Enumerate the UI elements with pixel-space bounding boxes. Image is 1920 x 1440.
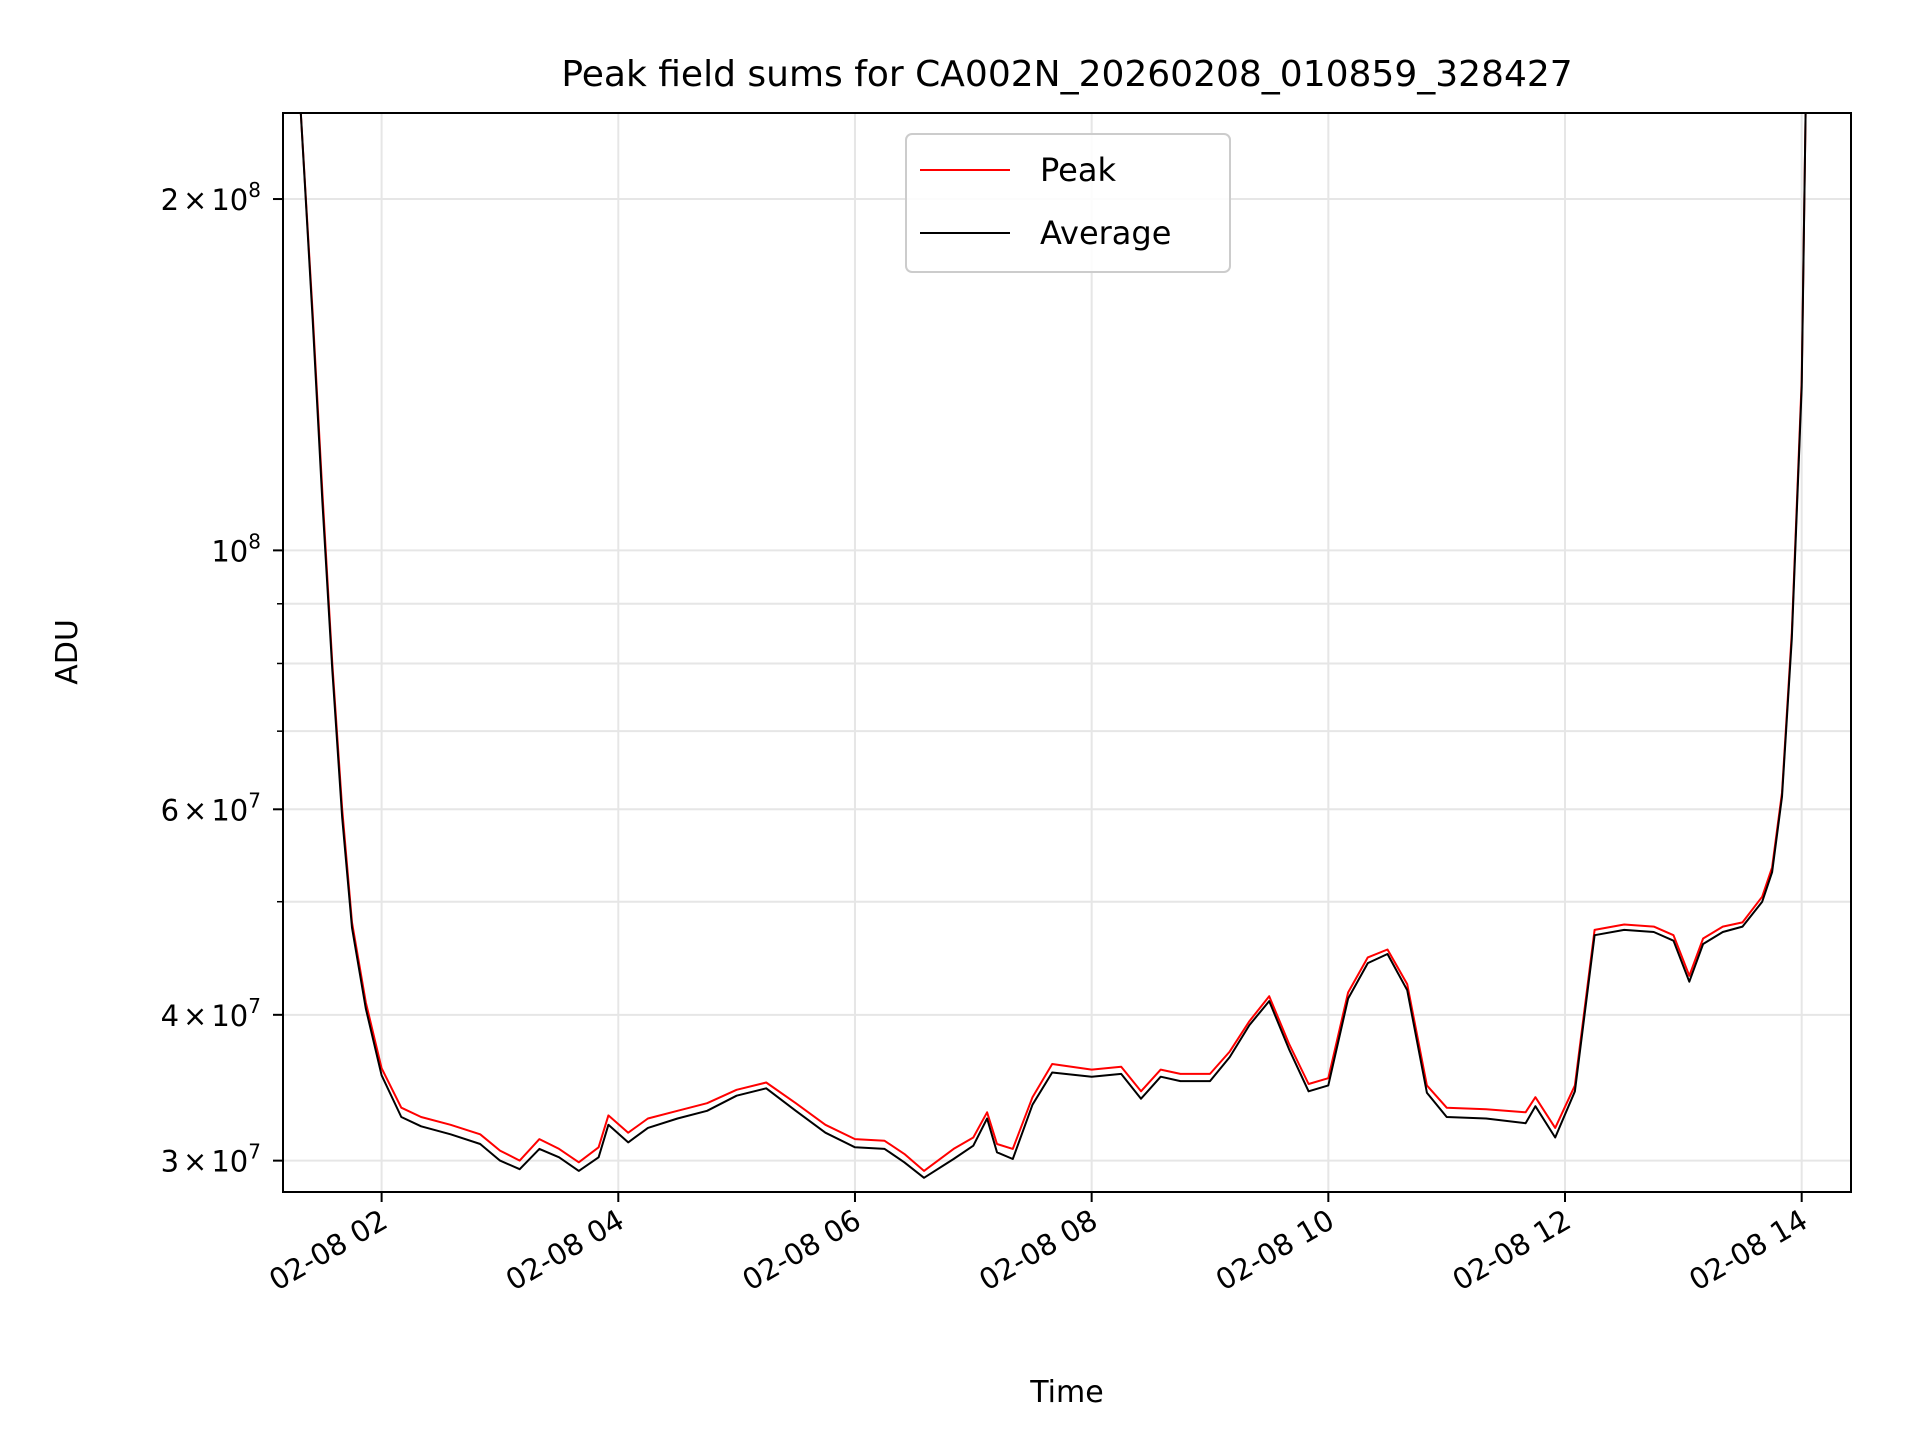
y-tick-mantissa: 3	[161, 1145, 179, 1179]
y-tick-exponent: 7	[248, 994, 261, 1018]
series-line-peak	[299, 113, 1807, 1172]
y-tick-times: ×	[183, 793, 207, 827]
y-tick-times: ×	[183, 999, 207, 1033]
series-line-average	[299, 113, 1807, 1179]
y-axis-label: ADU	[50, 619, 85, 685]
y-tick-times: ×	[183, 183, 207, 217]
grid-lines	[283, 113, 1851, 1192]
y-tick-mantissa: 4	[161, 999, 179, 1033]
y-tick-mantissa: 2	[161, 183, 179, 217]
y-tick-label: 108	[211, 529, 261, 568]
y-tick-ten: 10	[211, 1145, 248, 1179]
y-tick-ten: 10	[211, 999, 248, 1033]
series-layer	[299, 113, 1807, 1179]
legend-label-average: Average	[1040, 214, 1171, 252]
y-tick-exponent: 8	[248, 529, 261, 553]
y-tick-label: 3 × 107	[161, 1140, 261, 1179]
y-tick-label: 2 × 108	[161, 178, 261, 217]
plot-frame	[282, 112, 1852, 1193]
y-tick-mantissa: 6	[161, 793, 179, 827]
x-axis-label: Time	[1029, 1375, 1103, 1410]
y-tick-label: 6 × 107	[161, 788, 261, 827]
y-tick-exponent: 7	[248, 1140, 261, 1164]
legend-label-peak: Peak	[1040, 151, 1116, 189]
legend-box	[905, 133, 1231, 273]
chart-title: Peak field sums for CA002N_20260208_0108…	[561, 54, 1572, 95]
y-tick-exponent: 8	[248, 178, 261, 202]
y-tick-ten: 10	[211, 183, 248, 217]
y-tick-label: 4 × 107	[161, 994, 261, 1033]
legend: Peak Average	[905, 133, 1231, 273]
y-tick-exponent: 7	[248, 788, 261, 812]
y-tick-times: ×	[183, 1145, 207, 1179]
y-tick-ten: 10	[211, 793, 248, 827]
y-tick-ten: 10	[211, 534, 248, 568]
